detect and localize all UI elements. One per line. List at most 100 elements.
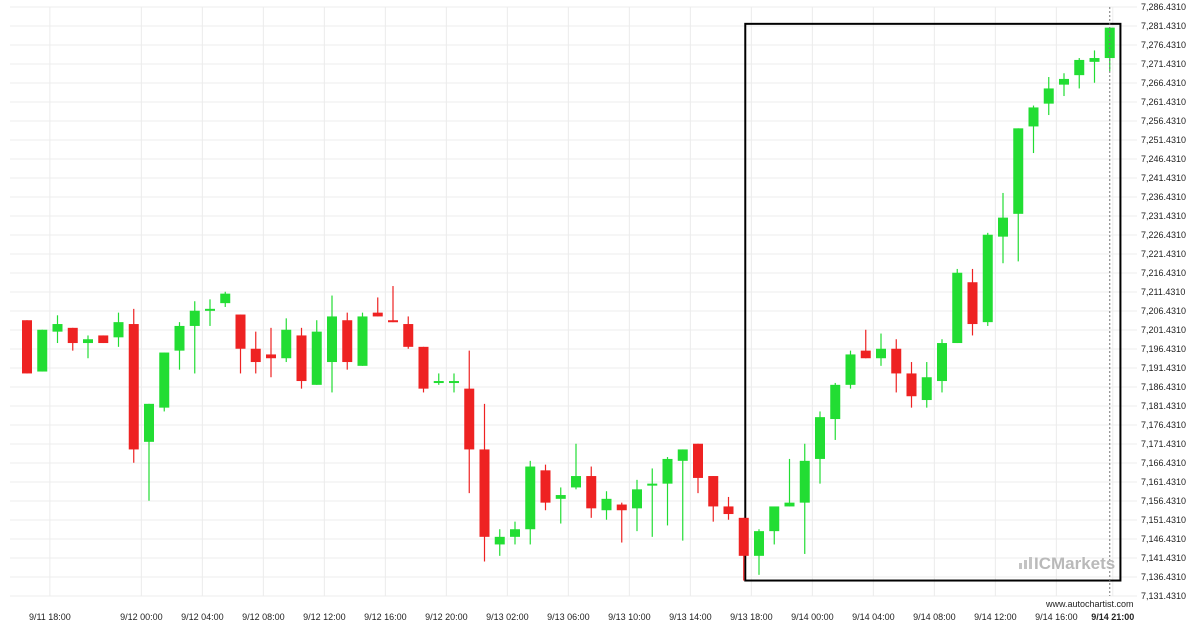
candle — [159, 352, 170, 412]
y-tick-label: 7,281.4310 — [1141, 21, 1186, 31]
y-tick-label: 7,141.4310 — [1141, 553, 1186, 563]
candle-body — [357, 316, 368, 366]
candle-body — [479, 449, 490, 537]
candle-body — [830, 384, 841, 420]
candle-body — [235, 314, 246, 349]
candle — [967, 268, 978, 336]
x-tick-label: 9/13 02:00 — [486, 612, 529, 622]
candle — [281, 318, 292, 363]
candle — [342, 312, 353, 370]
pattern-highlight-box — [744, 22, 1122, 582]
candle-body — [693, 443, 703, 478]
candle — [189, 301, 200, 374]
candle-body — [327, 316, 337, 363]
candle-body — [815, 417, 825, 459]
candle — [250, 331, 261, 374]
candle-body — [555, 495, 566, 499]
candles — [22, 27, 1115, 581]
x-tick-label: 9/14 04:00 — [852, 612, 895, 622]
candle-body — [113, 322, 124, 338]
candle-body — [799, 460, 810, 503]
candle-body — [967, 282, 978, 325]
candle-body — [1089, 58, 1100, 62]
candle — [1043, 77, 1054, 116]
y-tick-label: 7,276.4310 — [1141, 40, 1186, 50]
candle-body — [1059, 78, 1069, 85]
candle — [571, 443, 581, 490]
y-axis-ticks: 7,286.4310 7,281.4310 7,276.4310 7,271.4310… — [1141, 2, 1186, 601]
candle — [937, 339, 947, 393]
y-tick-label: 7,221.4310 — [1141, 249, 1186, 259]
candle — [1089, 50, 1100, 83]
candle — [327, 295, 337, 393]
candle — [1059, 73, 1069, 97]
candle-body — [860, 350, 871, 359]
candle-body — [677, 449, 688, 461]
candle-body — [1028, 107, 1039, 127]
candle-body — [494, 536, 505, 545]
y-tick-label: 7,236.4310 — [1141, 192, 1186, 202]
candle — [723, 496, 734, 520]
x-tick-label: 9/12 12:00 — [303, 612, 346, 622]
candle — [998, 192, 1008, 264]
candle-body — [449, 381, 459, 384]
candle-body — [540, 470, 551, 503]
x-tick-label: 9/12 00:00 — [120, 612, 163, 622]
candle — [525, 460, 536, 545]
y-tick-label: 7,166.4310 — [1141, 458, 1186, 468]
candle-body — [128, 324, 139, 450]
x-tick-label: 9/14 00:00 — [791, 612, 834, 622]
candle — [906, 362, 917, 408]
candle-body — [647, 483, 658, 486]
grid-lines — [10, 6, 1137, 597]
candle — [479, 403, 490, 562]
candle-body — [372, 312, 383, 317]
candle — [205, 299, 215, 326]
candle — [662, 457, 673, 526]
candle — [845, 350, 856, 389]
candle-body — [921, 377, 932, 401]
y-tick-label: 7,211.4310 — [1141, 287, 1185, 297]
candle — [616, 502, 627, 543]
candle — [601, 491, 612, 520]
candle-body — [952, 272, 963, 344]
y-tick-label: 7,131.4310 — [1141, 591, 1186, 601]
highlight-rectangle — [744, 22, 1122, 582]
candle — [860, 329, 871, 359]
candle — [540, 464, 551, 511]
candle-body — [891, 348, 902, 374]
candle — [1013, 128, 1024, 262]
candle-body — [525, 466, 536, 530]
candle — [891, 339, 902, 393]
logo-text: ICMarkets — [1034, 554, 1115, 573]
candle — [647, 468, 658, 537]
y-tick-label: 7,261.4310 — [1141, 97, 1186, 107]
candle — [769, 506, 780, 545]
candle — [510, 521, 520, 545]
y-tick-label: 7,186.4310 — [1141, 382, 1186, 392]
y-tick-label: 7,146.4310 — [1141, 534, 1186, 544]
candle-body — [205, 308, 215, 311]
candle — [876, 333, 886, 366]
x-tick-label: 9/14 12:00 — [974, 612, 1017, 622]
candle — [296, 327, 307, 389]
candle-body — [662, 458, 673, 484]
candle — [632, 479, 642, 532]
x-tick-label: 9/12 04:00 — [181, 612, 224, 622]
candle — [464, 350, 475, 494]
y-tick-label: 7,191.4310 — [1141, 363, 1186, 373]
candle — [388, 286, 398, 323]
y-tick-label: 7,201.4310 — [1141, 325, 1186, 335]
site-watermark: www.autochartist.com — [1045, 599, 1134, 609]
candle-body — [1043, 88, 1054, 104]
candle-body — [784, 502, 795, 507]
candle — [738, 517, 749, 581]
candle — [693, 443, 703, 494]
y-tick-label: 7,246.4310 — [1141, 154, 1186, 164]
candle-body — [876, 348, 886, 359]
x-tick-label: 9/13 14:00 — [669, 612, 712, 622]
candle-body — [982, 234, 993, 323]
icmarkets-logo: ICMarkets — [1019, 554, 1115, 573]
candle-body — [266, 354, 276, 359]
candle-body — [388, 320, 398, 323]
